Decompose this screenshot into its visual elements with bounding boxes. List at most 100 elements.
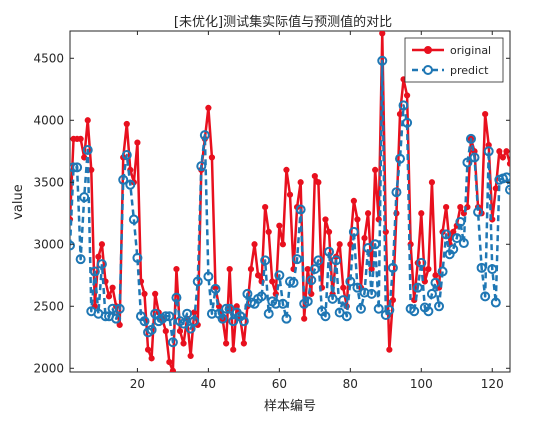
data-point-original	[354, 216, 361, 223]
data-point-predict	[263, 308, 274, 319]
data-point-predict	[171, 292, 182, 303]
data-point-original	[361, 234, 368, 242]
data-point-original	[347, 241, 354, 248]
data-point-predict	[416, 257, 427, 268]
data-point-original	[187, 352, 194, 359]
data-point-predict	[455, 216, 466, 227]
data-point-predict	[348, 226, 359, 237]
chart-title: [未优化]测试集实际值与预测值的对比	[174, 14, 392, 30]
data-point-predict	[114, 303, 125, 314]
data-point-original	[315, 179, 322, 186]
data-point-original	[364, 210, 372, 217]
data-point-predict	[182, 308, 193, 319]
data-point-predict	[277, 298, 288, 309]
data-point-original	[450, 228, 457, 235]
data-point-predict	[469, 152, 480, 163]
data-point-predict	[451, 233, 462, 244]
data-point-predict	[327, 293, 338, 304]
data-point-predict	[100, 311, 111, 322]
data-point-predict	[373, 303, 384, 314]
y-tick-label: 4500	[33, 51, 64, 65]
data-point-predict	[352, 282, 363, 293]
legend-original-marker	[424, 46, 432, 54]
data-point-predict	[402, 117, 413, 128]
data-point-original	[254, 272, 262, 279]
data-point-predict	[281, 313, 292, 324]
data-point-original	[223, 340, 230, 347]
data-point-original	[336, 241, 343, 248]
data-point-predict	[434, 301, 445, 312]
data-point-predict	[483, 146, 494, 157]
data-point-original	[418, 210, 425, 217]
data-point-original	[503, 148, 510, 155]
data-point-original	[322, 216, 329, 223]
data-point-original	[457, 203, 464, 211]
data-point-predict	[82, 145, 93, 156]
data-point-predict	[313, 255, 324, 266]
data-point-predict	[111, 313, 122, 324]
data-point-predict	[345, 276, 356, 287]
data-point-predict	[331, 255, 342, 266]
data-point-predict	[426, 288, 437, 299]
data-point-original	[297, 179, 304, 186]
data-point-original	[482, 110, 489, 118]
data-point-predict	[75, 254, 86, 265]
data-point-predict	[125, 179, 136, 190]
data-point-predict	[118, 174, 129, 185]
x-tick-label: 120	[481, 377, 504, 391]
data-point-predict	[96, 259, 107, 270]
data-point-predict	[203, 271, 214, 282]
data-point-predict	[238, 316, 249, 327]
data-point-original	[247, 265, 255, 273]
data-point-predict	[395, 153, 405, 164]
data-point-original	[265, 228, 272, 235]
data-point-original	[386, 346, 393, 353]
data-point-original	[98, 241, 106, 248]
data-point-original	[141, 290, 148, 297]
data-point-predict	[366, 288, 377, 299]
data-point-predict	[217, 313, 228, 324]
data-point-original	[88, 166, 95, 173]
data-point-original	[269, 278, 276, 285]
data-point-predict	[412, 282, 423, 293]
y-tick-label: 3500	[33, 175, 64, 189]
data-point-original	[144, 346, 152, 353]
data-point-predict	[448, 244, 459, 255]
data-point-original	[499, 154, 507, 161]
data-point-predict	[295, 204, 306, 215]
data-point-original	[379, 31, 386, 37]
data-point-original	[432, 272, 439, 279]
data-point-predict	[79, 192, 90, 203]
data-point-predict	[89, 266, 100, 277]
data-point-original	[169, 367, 177, 372]
data-point-predict	[70, 162, 79, 173]
x-tick-label: 60	[272, 377, 287, 391]
data-point-original	[176, 327, 184, 335]
data-point-predict	[228, 316, 239, 327]
data-point-predict	[437, 266, 448, 277]
data-point-predict	[490, 297, 501, 308]
data-point-predict	[178, 318, 189, 329]
data-point-predict	[465, 133, 476, 144]
data-point-predict	[458, 238, 469, 249]
data-point-original	[84, 117, 91, 124]
data-point-original	[496, 148, 503, 155]
data-point-predict	[139, 316, 150, 327]
data-point-original	[311, 172, 318, 180]
data-point-predict	[501, 172, 510, 183]
data-point-predict	[72, 162, 83, 173]
data-point-predict	[480, 291, 491, 302]
data-point-predict	[274, 270, 285, 281]
y-tick-label: 3000	[33, 237, 64, 251]
data-point-predict	[324, 246, 335, 257]
series-layer	[70, 31, 510, 372]
data-point-predict	[391, 187, 402, 198]
data-point-predict	[302, 296, 313, 307]
legend-predict-label: predict	[450, 64, 489, 77]
x-tick-label: 100	[410, 377, 433, 391]
x-tick-label: 40	[201, 377, 216, 391]
legend-original-label: original	[450, 44, 491, 57]
y-axis-label: value	[11, 184, 26, 220]
